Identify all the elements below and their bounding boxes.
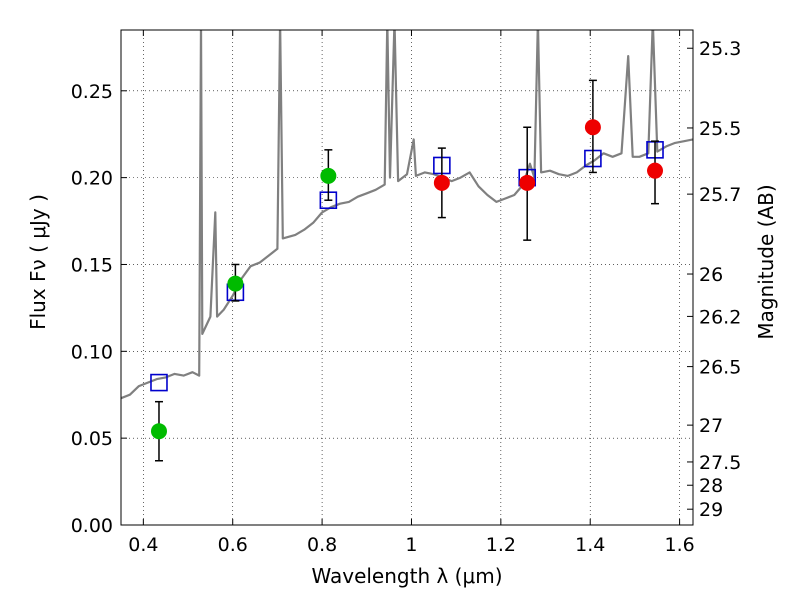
model-spectrum-line bbox=[121, 30, 693, 400]
y-tick-label: 0.05 bbox=[71, 428, 113, 450]
x-tick-label: 1 bbox=[405, 534, 417, 556]
mag-tick-label: 25.7 bbox=[699, 184, 741, 206]
x-tick-label: 0.6 bbox=[218, 534, 248, 556]
x-tick-label: 1.6 bbox=[664, 534, 694, 556]
y-axis-right-label: Magnitude (AB) bbox=[754, 184, 778, 339]
mag-tick-label: 26.5 bbox=[699, 357, 741, 379]
x-tick-label: 0.4 bbox=[128, 534, 158, 556]
y-tick-label: 0.10 bbox=[71, 341, 113, 363]
mag-tick-label: 25.3 bbox=[699, 38, 741, 60]
x-tick-label: 0.8 bbox=[307, 534, 337, 556]
observed-point bbox=[647, 162, 664, 179]
mag-tick-label: 27 bbox=[699, 415, 723, 437]
observed-point bbox=[150, 423, 167, 440]
y-tick-label: 0.00 bbox=[71, 515, 113, 537]
observed-point bbox=[433, 174, 450, 191]
mag-tick-label: 25.5 bbox=[699, 118, 741, 140]
plot-frame bbox=[120, 29, 694, 526]
mag-tick-label: 26 bbox=[699, 264, 723, 286]
observed-point bbox=[320, 167, 337, 184]
marker-layer bbox=[150, 79, 664, 462]
model-photometry-point bbox=[150, 373, 168, 392]
mag-tick-label: 27.5 bbox=[699, 452, 741, 474]
observed-point bbox=[227, 275, 244, 292]
observed-point bbox=[519, 174, 536, 191]
y-tick-label: 0.20 bbox=[71, 168, 113, 190]
x-tick-label: 1.2 bbox=[486, 534, 516, 556]
y-tick-label: 0.25 bbox=[71, 81, 113, 103]
mag-tick-label: 28 bbox=[699, 475, 723, 497]
x-axis-label: Wavelength λ (μm) bbox=[311, 564, 502, 588]
mag-tick-label: 26.2 bbox=[699, 306, 741, 328]
y-tick-label: 0.15 bbox=[71, 254, 113, 276]
ticks: 0.4 0.6 0.8 1 1.2 1.4 1.6 0.00 0.05 0.10 0.15 0.20 0… bbox=[71, 30, 741, 556]
mag-tick-label: 29 bbox=[699, 499, 723, 521]
observed-point bbox=[584, 119, 601, 136]
data-layer bbox=[121, 30, 693, 400]
plot-area bbox=[121, 30, 693, 525]
x-tick-label: 1.4 bbox=[575, 534, 605, 556]
y-axis-label: Flux Fν ( μJy ) bbox=[26, 194, 50, 330]
